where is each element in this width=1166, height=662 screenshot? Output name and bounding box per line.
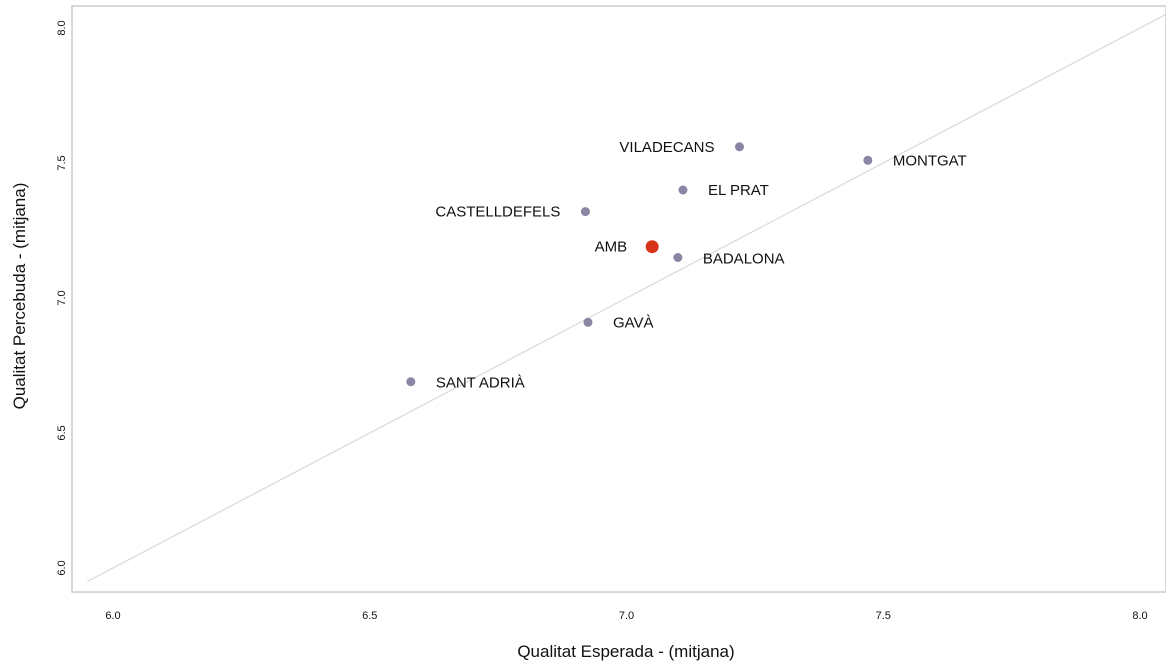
point-label: BADALONA xyxy=(703,251,785,268)
point-label: CASTELLDEFELS xyxy=(435,204,560,221)
point-label: AMB xyxy=(595,239,628,256)
data-point xyxy=(678,185,688,195)
point-label: GAVÀ xyxy=(613,314,654,331)
y-tick-label: 7.5 xyxy=(56,155,68,170)
data-point xyxy=(583,317,593,327)
point-label: EL PRAT xyxy=(708,182,769,199)
x-tick-label: 6.5 xyxy=(362,610,377,622)
data-point xyxy=(580,207,590,217)
point-labels: VILADECANS MONTGAT EL PRAT CASTELLDEFELS AMB… xyxy=(435,139,966,392)
point-label: SANT ADRIÀ xyxy=(436,375,525,392)
highlight-point xyxy=(645,240,659,254)
x-tick-label: 7.5 xyxy=(876,610,891,622)
data-point xyxy=(406,377,416,387)
x-tick-label: 6.0 xyxy=(105,610,120,622)
y-tick-label: 8.0 xyxy=(56,20,68,35)
x-axis-ticks: 6.0 6.5 7.0 7.5 8.0 xyxy=(105,610,1147,622)
y-axis-ticks: 6.0 6.5 7.0 7.5 8.0 xyxy=(56,20,68,575)
data-point xyxy=(863,155,873,165)
point-label: VILADECANS xyxy=(619,139,714,156)
x-tick-label: 8.0 xyxy=(1132,610,1147,622)
y-tick-label: 6.0 xyxy=(56,560,68,575)
x-tick-label: 7.0 xyxy=(619,610,634,622)
reference-line xyxy=(87,13,1166,583)
y-tick-label: 6.5 xyxy=(56,425,68,440)
data-points xyxy=(406,142,873,387)
data-point xyxy=(734,142,744,152)
x-axis-title: Qualitat Esperada - (mitjana) xyxy=(517,642,734,661)
point-label: MONTGAT xyxy=(893,152,967,169)
y-tick-label: 7.0 xyxy=(56,290,68,305)
y-axis-title: Qualitat Percebuda - (mitjana) xyxy=(10,183,29,410)
plot-frame xyxy=(71,5,1166,593)
data-point xyxy=(673,253,683,262)
